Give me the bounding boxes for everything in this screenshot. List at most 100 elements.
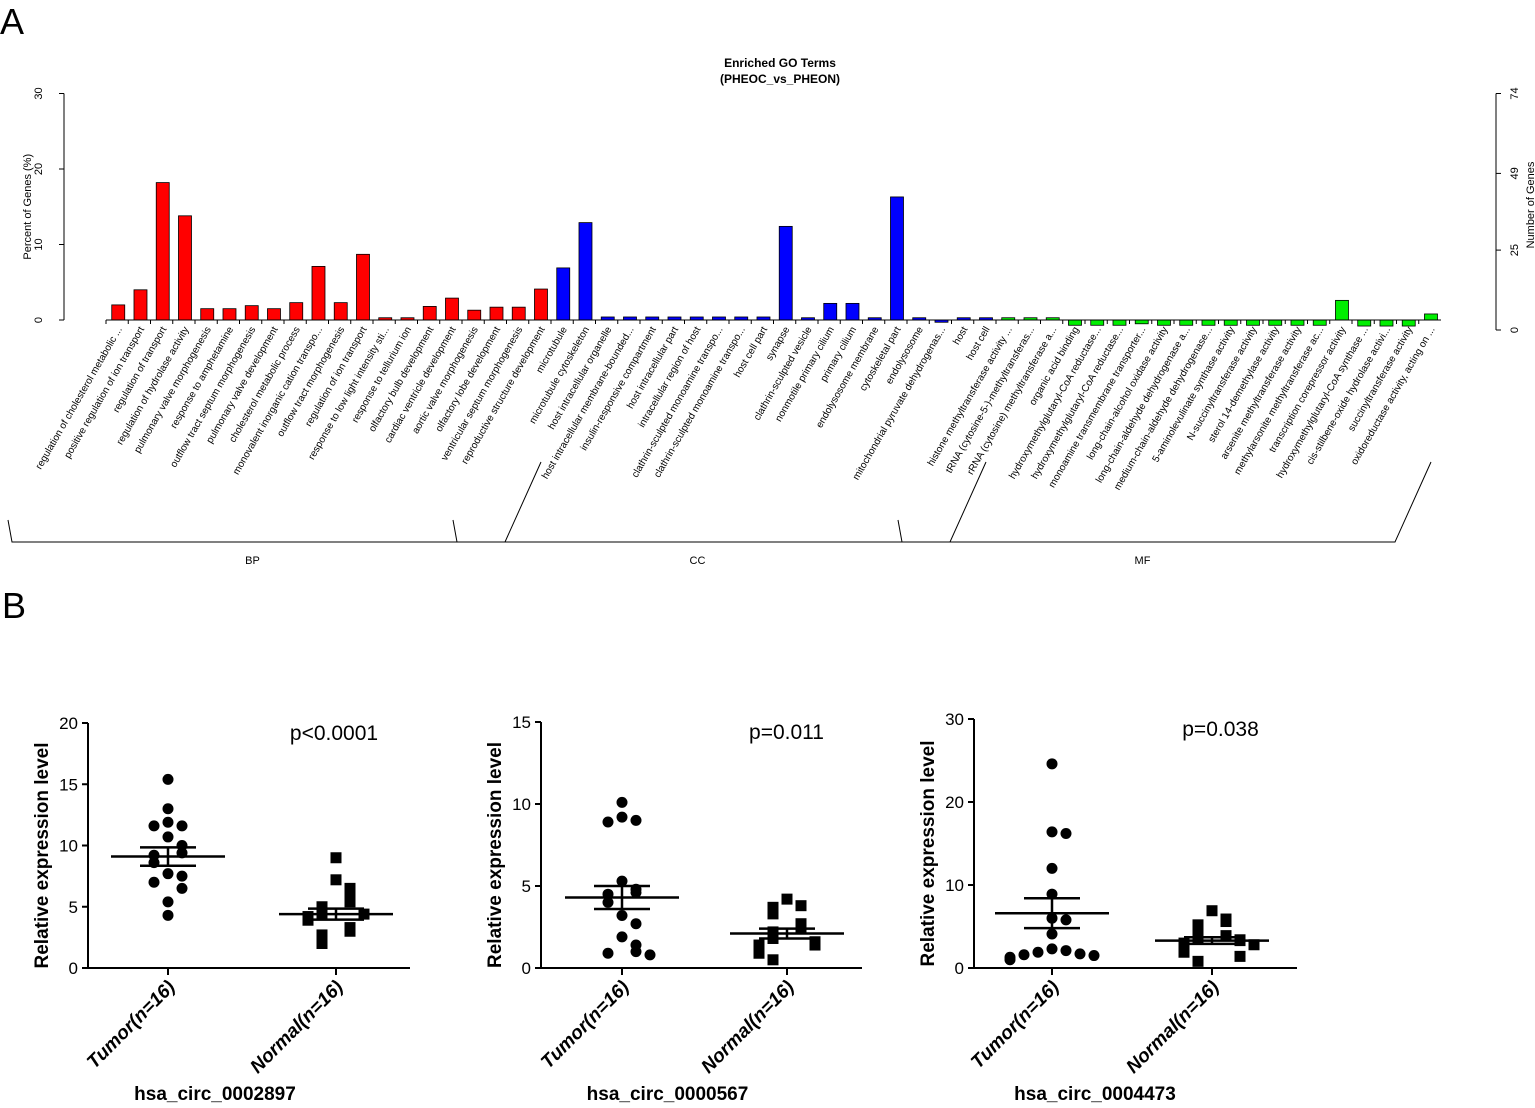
bar [1112, 319, 1127, 326]
y-axis-label: Relative expression level [485, 742, 506, 968]
bar [111, 304, 126, 321]
y-tick-label: 0 [955, 959, 964, 978]
data-point [602, 896, 614, 908]
bar-category-label: regulation of cholesterol metabolic ... [34, 325, 125, 472]
y2-tick-label: 49 [1509, 167, 1521, 179]
data-point [616, 931, 628, 943]
data-point [344, 896, 356, 908]
bar-category-label: host [951, 325, 970, 347]
data-point [602, 816, 614, 828]
bar [890, 196, 904, 321]
group-tick-label: Tumor(n=16) [967, 977, 1063, 1073]
chart-title: hsa_circ_0002897 [134, 1084, 296, 1105]
bar [155, 182, 170, 321]
group-tick-label: Normal(n=16) [246, 977, 347, 1078]
data-point [344, 882, 356, 894]
data-point [176, 870, 188, 882]
group-label: BP [245, 555, 260, 567]
data-point [1018, 949, 1030, 961]
y2-tick-label: 0 [1509, 327, 1521, 333]
chart-subtitle: (PHEOC_vs_PHEON) [720, 72, 840, 86]
data-point [1060, 945, 1072, 957]
y-tick-label: 0 [69, 959, 78, 978]
y-tick-label: 20 [59, 714, 78, 733]
bar [1335, 299, 1349, 321]
data-point [162, 909, 174, 921]
y-tick-label: 30 [33, 87, 45, 99]
data-point [630, 814, 642, 826]
data-point [1046, 758, 1058, 770]
bar [1312, 319, 1327, 326]
data-point [1032, 946, 1044, 958]
y-tick-label: 10 [945, 876, 964, 895]
data-point [809, 939, 821, 951]
bar [222, 308, 237, 321]
data-point [1192, 924, 1204, 936]
data-point [616, 910, 628, 922]
bar [845, 302, 860, 321]
bar [422, 306, 437, 321]
y-tick-label: 20 [33, 163, 45, 175]
chart-title: Enriched GO Terms [724, 56, 836, 70]
data-point [1220, 916, 1232, 928]
bar [1401, 319, 1416, 327]
bar [823, 302, 838, 321]
data-point [316, 938, 328, 949]
y-tick-label: 30 [945, 710, 964, 729]
y-tick-label: 10 [33, 238, 45, 250]
group-tick-label: Tumor(n=16) [83, 977, 179, 1073]
group-label: MF [1135, 555, 1151, 567]
bar [200, 308, 215, 321]
data-point [1074, 948, 1086, 960]
data-point [330, 874, 342, 886]
y-tick-label: 0 [522, 959, 531, 978]
expression-scatter-charts: 0 5 10 15 20 Relative expression level p<0.000… [32, 710, 1297, 1105]
bar [133, 289, 148, 321]
data-point [630, 887, 642, 899]
y-axis-label: Relative expression level [918, 740, 939, 966]
data-point [767, 908, 779, 920]
y2-tick-label: 25 [1509, 244, 1521, 256]
data-point [344, 925, 356, 937]
bar [356, 253, 370, 321]
y-axis-label: Percent of Genes (%) [22, 154, 34, 260]
bar [1134, 319, 1149, 325]
y-tick-label: 15 [512, 713, 531, 732]
bar [1424, 313, 1438, 321]
group-tick-label: Tumor(n=16) [537, 977, 633, 1073]
data-point [1234, 950, 1246, 962]
y2-axis-label: Number of Genes [1525, 161, 1535, 248]
data-point [602, 947, 614, 959]
data-point [1046, 928, 1058, 940]
bar [467, 309, 482, 321]
data-point [330, 852, 342, 864]
go-enrichment-chart: Enriched GO Terms (PHEOC_vs_PHEON) 0 10 20 30… [7, 56, 1535, 567]
data-point [781, 893, 793, 905]
y-tick-label: 5 [69, 898, 78, 917]
data-point [644, 949, 656, 961]
chart-title: hsa_circ_0000567 [587, 1084, 749, 1105]
bar [178, 215, 192, 321]
data-point [176, 820, 188, 832]
data-point [1060, 914, 1072, 926]
panel-label-b: B [2, 585, 26, 626]
bar [1290, 319, 1305, 326]
y-tick-label: 15 [59, 775, 78, 794]
data-point [1046, 862, 1058, 874]
bar [534, 288, 548, 321]
bar [489, 306, 504, 321]
bar [511, 306, 526, 321]
p-value: p=0.038 [1182, 718, 1259, 741]
bar [1268, 319, 1283, 326]
p-value: p<0.0001 [290, 722, 378, 745]
bar [578, 222, 593, 321]
group-tick-label: Normal(n=16) [1122, 977, 1223, 1078]
group-bracket [452, 461, 987, 543]
data-point [176, 882, 188, 894]
y-tick-label: 5 [522, 877, 531, 896]
bar [1201, 319, 1216, 326]
data-point [1206, 905, 1218, 917]
data-point [630, 918, 642, 930]
bar [1357, 319, 1372, 327]
